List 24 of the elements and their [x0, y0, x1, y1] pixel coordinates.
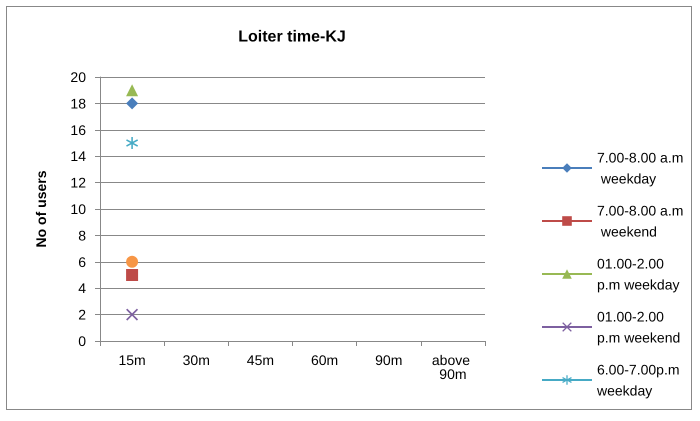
y-tick-label: 4: [78, 280, 86, 296]
x-tick-label: 30m: [182, 352, 210, 368]
legend-label: 01.00-2.00 p.m weekday: [597, 256, 680, 292]
y-tick-label: 10: [70, 201, 86, 217]
x-tick-label: 60m: [310, 352, 338, 368]
y-tick-label: 0: [78, 333, 86, 349]
y-tick-label: 16: [70, 122, 86, 138]
x-tick-label: 15m: [118, 352, 146, 368]
y-axis-title: No of users: [33, 170, 49, 248]
y-tick-label: 18: [70, 95, 86, 112]
legend-label: 01.00-2.00 p.m weekend: [597, 308, 680, 346]
y-tick-label: 12: [70, 174, 86, 191]
y-tick-label: 8: [78, 227, 86, 244]
chart-title: Loiter time-KJ: [238, 28, 346, 46]
y-tick-label: 6: [78, 254, 86, 270]
x-tick-label: 90m: [375, 352, 402, 368]
x-tick-label: 45m: [246, 352, 274, 368]
legend-label: 7.00-8.00 a.m weekend: [597, 202, 684, 240]
y-tick-label: 20: [70, 69, 86, 85]
legend-label: 7.00-8.00 a.m weekday: [597, 150, 684, 186]
legend-label: 6.00-7.00p.m weekday: [596, 362, 684, 398]
y-tick-label: 2: [78, 306, 86, 323]
x-tick-label: above 90m: [432, 352, 474, 382]
y-tick-label: 14: [70, 148, 86, 164]
